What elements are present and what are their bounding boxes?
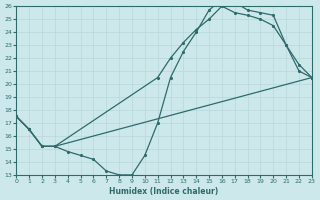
X-axis label: Humidex (Indice chaleur): Humidex (Indice chaleur) — [109, 187, 219, 196]
